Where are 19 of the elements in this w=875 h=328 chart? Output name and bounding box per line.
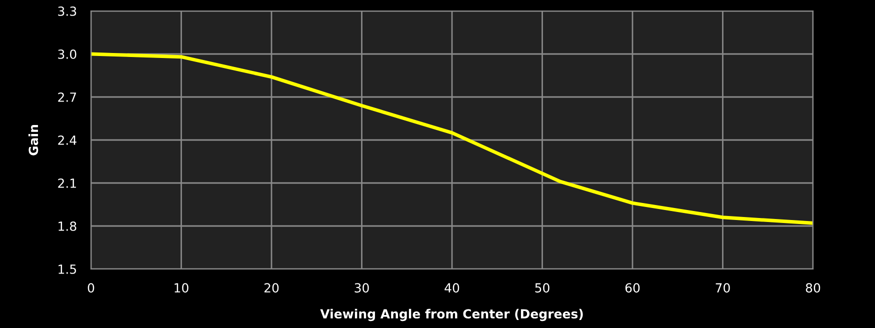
y-tick-label: 2.1 [58, 178, 76, 188]
x-tick-label: 0 [88, 283, 94, 293]
x-tick-label: 50 [535, 283, 550, 293]
y-tick-label: 1.8 [58, 221, 76, 231]
y-axis-title: Gain [28, 125, 38, 156]
x-tick-label: 40 [444, 283, 460, 293]
x-tick-label: 60 [625, 283, 640, 293]
y-tick-label: 1.5 [58, 264, 76, 274]
line-series [91, 52, 813, 225]
y-tick-label: 2.7 [58, 92, 76, 102]
x-tick-label: 20 [264, 283, 279, 293]
y-tick-label: 2.4 [58, 135, 76, 145]
x-tick-label: 80 [806, 283, 820, 293]
y-tick-label: 3.0 [58, 49, 76, 59]
y-tick-label: 3.3 [58, 6, 76, 16]
x-tick-label: 70 [716, 283, 730, 293]
x-tick-label: 30 [354, 283, 369, 293]
x-tick-label: 10 [174, 283, 188, 293]
x-axis-title: Viewing Angle from Center (Degrees) [320, 308, 583, 322]
